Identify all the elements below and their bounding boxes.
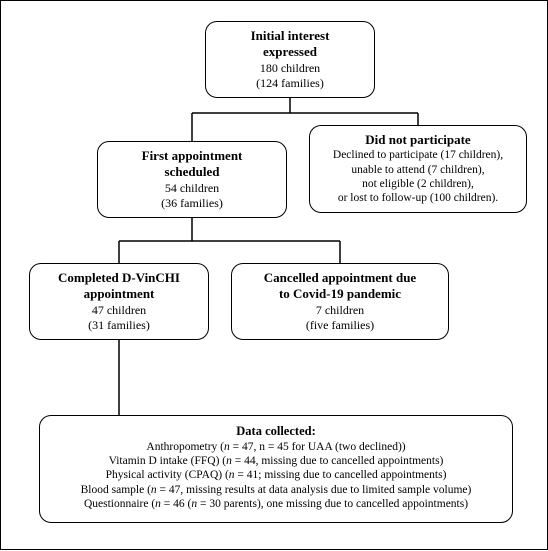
data-line: Anthropometry (n = 47, n = 45 for UAA (t…	[50, 440, 502, 454]
node-title: Did not participate	[318, 132, 518, 148]
node-initial-interest: Initial interest expressed 180 children …	[205, 21, 375, 98]
node-title: Cancelled appointment due to Covid-19 pa…	[240, 270, 440, 303]
data-line: Questionnaire (n = 46 (n = 30 parents), …	[50, 497, 502, 511]
node-title: Initial interest expressed	[214, 28, 366, 61]
data-lines: Anthropometry (n = 47, n = 45 for UAA (t…	[50, 440, 502, 512]
node-body: 47 children (31 families)	[38, 303, 200, 333]
node-body: 180 children (124 families)	[214, 61, 366, 91]
node-data-collected: Data collected: Anthropometry (n = 47, n…	[39, 415, 513, 523]
data-line: Blood sample (n = 47, missing results at…	[50, 483, 502, 497]
data-line: Physical activity (CPAQ) (n = 41; missin…	[50, 468, 502, 482]
node-body: 7 children (five families)	[240, 303, 440, 333]
node-title: Completed D-VinCHI appointment	[38, 270, 200, 303]
node-title: Data collected:	[50, 424, 502, 440]
node-body: Declined to participate (17 children), u…	[318, 148, 518, 206]
node-did-not-participate: Did not participate Declined to particip…	[309, 125, 527, 213]
node-cancelled: Cancelled appointment due to Covid-19 pa…	[231, 263, 449, 340]
node-first-appointment: First appointment scheduled 54 children …	[97, 141, 287, 218]
node-body: 54 children (36 families)	[106, 181, 278, 211]
node-title: First appointment scheduled	[106, 148, 278, 181]
data-line: Vitamin D intake (FFQ) (n = 44, missing …	[50, 454, 502, 468]
figure-frame: Initial interest expressed 180 children …	[0, 0, 548, 550]
node-completed: Completed D-VinCHI appointment 47 childr…	[29, 263, 209, 340]
